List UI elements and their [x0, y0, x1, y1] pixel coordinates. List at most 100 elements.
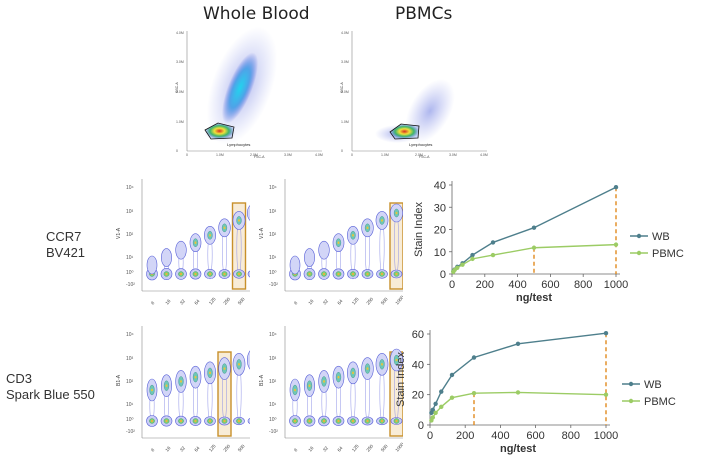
data-point-pbmc [449, 395, 455, 400]
y-tick-label: 10⁴ [269, 185, 277, 191]
negative-population-peak [150, 419, 154, 423]
channel-label: V1-A [259, 227, 265, 239]
x-tick-label: 200 [456, 430, 474, 442]
stain-index-chart-cd3: 0 200 400 600 800 1000 0 20 40 60 ng/test Stain Ind… [395, 329, 676, 455]
positive-population-peak [337, 241, 340, 245]
positive-population-peak [294, 388, 296, 392]
positive-population-peak [323, 380, 325, 383]
y-tick-label: 10¹ [126, 402, 134, 408]
dose-tick-label: 500 [237, 443, 246, 452]
titration-ccr7-pbmc: 10⁴ 10³ 10² 10¹ 10⁰ -10² V1-A 8 16 32 64 125 250 500 1… [259, 179, 403, 306]
legend-marker-wb [636, 233, 642, 239]
scatter-plot-area: Lymphocytes FSC-A SSC-A 0 1.0M 2.0M 3.0M… [175, 26, 323, 159]
y-tick-label: 10³ [269, 356, 277, 362]
y-tick-label: 10³ [269, 209, 277, 215]
x-tick-label: 400 [491, 430, 509, 442]
y-tick-label: 10⁰ [126, 270, 134, 276]
dose-tick-label: 16 [307, 298, 314, 305]
negative-population-peak [165, 419, 168, 423]
positive-population [247, 205, 250, 221]
fluor-bv421: BV421 [46, 245, 86, 260]
y-tick-label: -10² [269, 429, 278, 435]
dose-tick-label: 500 [380, 296, 389, 305]
dose-tick-label: 125 [208, 443, 217, 452]
data-point-pbmc [613, 242, 619, 247]
titration-cd3-pbmc: 10⁴ 10³ 10² 10¹ 10⁰ -10² B1-A 8 16 32 64 125 250 500 1… [259, 326, 403, 453]
negative-population [247, 417, 250, 425]
y-tick-label: 10⁰ [126, 417, 134, 423]
stain-index-chart-ccr7: 0 200 400 600 800 1000 0 10 20 30 40 ng/test Stain I… [413, 180, 684, 304]
channel-label: B1-A [116, 374, 122, 386]
y-tick-label: 10³ [126, 209, 134, 215]
y-tick-label: 0 [440, 269, 446, 281]
positive-population-peak [381, 219, 383, 222]
positive-population-peak [165, 384, 168, 388]
y-tick-label: 10¹ [269, 255, 277, 261]
data-point-wb [603, 331, 609, 336]
y-tick-label: 20 [412, 390, 424, 402]
y-axis-title: Stain Index [413, 201, 425, 257]
titration-ccr7-whole-blood: 10⁴10³10²10¹10⁰-10²V1-A81632641252505001… [116, 179, 250, 306]
lymphocyte-gate [389, 123, 420, 140]
negative-population [247, 270, 250, 278]
data-point-wb [470, 252, 475, 258]
dose-tick-label: 125 [351, 296, 360, 305]
negative-population-peak [208, 272, 212, 276]
y-tick: 3.0M [176, 60, 184, 64]
x-axis-title: ng/test [516, 292, 552, 304]
positive-population-peak [381, 362, 383, 366]
x-tick-label: 1000 [594, 430, 618, 442]
data-point-wb [449, 372, 455, 378]
data-point-wb [471, 355, 477, 360]
positive-population-peak [352, 233, 354, 237]
x-tick-label: 0 [427, 430, 433, 442]
x-tick: 1.0M [216, 153, 224, 157]
x-tick: 4.0M [480, 153, 488, 157]
x-tick: 2.0M [415, 153, 423, 157]
negative-population-peak [293, 419, 297, 423]
x-tick-label: 200 [476, 279, 494, 291]
positive-population-peak [352, 371, 354, 375]
negative-population-peak [165, 272, 168, 276]
y-tick-label: 10³ [126, 356, 134, 362]
y-tick: 4.0M [176, 31, 184, 35]
data-point-pbmc [439, 404, 444, 409]
dose-tick-label: 500 [380, 443, 389, 452]
y-tick: 1.0M [176, 120, 184, 124]
negative-population-peak [380, 419, 384, 423]
dose-tick-label: 16 [307, 445, 314, 452]
dose-tick-label: 8 [150, 300, 156, 306]
y-tick-label: 10⁰ [269, 417, 277, 423]
y-axis-label: SSC-A [340, 82, 344, 93]
negative-population-peak [208, 419, 212, 423]
marker-cd3: CD3 [6, 371, 33, 386]
legend-label-pbmc: PBMC [644, 396, 676, 408]
legend-label-wb: WB [652, 231, 670, 243]
x-axis-label: FSC-A [254, 155, 265, 159]
dose-tick-label: 8 [293, 447, 299, 453]
dose-tick-label: 32 [179, 445, 186, 452]
scatter-pbmcs: Lymphocytes FSC-A SSC-A 0 1.0M 2.0M 3.0M… [340, 31, 488, 159]
y-tick: 3.0M [341, 60, 349, 64]
legend-marker-pbmc [636, 250, 642, 256]
y-tick-label: 10¹ [126, 255, 134, 261]
y-tick-label: 60 [412, 329, 424, 341]
dose-tick-label: 1000 [394, 441, 403, 452]
y-tick-label: 10² [126, 379, 134, 385]
data-point-wb [433, 401, 438, 406]
dose-tick-label: 64 [336, 445, 343, 452]
titration-cd3-whole-blood: 10⁴10³10²10¹10⁰-10²B1-A81632641252505001… [116, 326, 250, 453]
negative-population-peak [308, 419, 311, 423]
x-tick-label: 600 [526, 430, 544, 442]
legend-marker-pbmc [628, 398, 634, 404]
positive-population [318, 240, 330, 260]
x-tick-label: 0 [449, 279, 455, 291]
dose-tick-label: 64 [193, 298, 200, 305]
data-point-wb [515, 341, 521, 347]
y-tick-label: -10² [126, 282, 135, 288]
negative-population-peak [395, 272, 398, 276]
y-tick: 2.0M [341, 90, 349, 94]
y-tick: 2.0M [176, 90, 184, 94]
negative-population-peak [223, 419, 226, 423]
title-whole-blood: Whole Blood [203, 4, 310, 24]
